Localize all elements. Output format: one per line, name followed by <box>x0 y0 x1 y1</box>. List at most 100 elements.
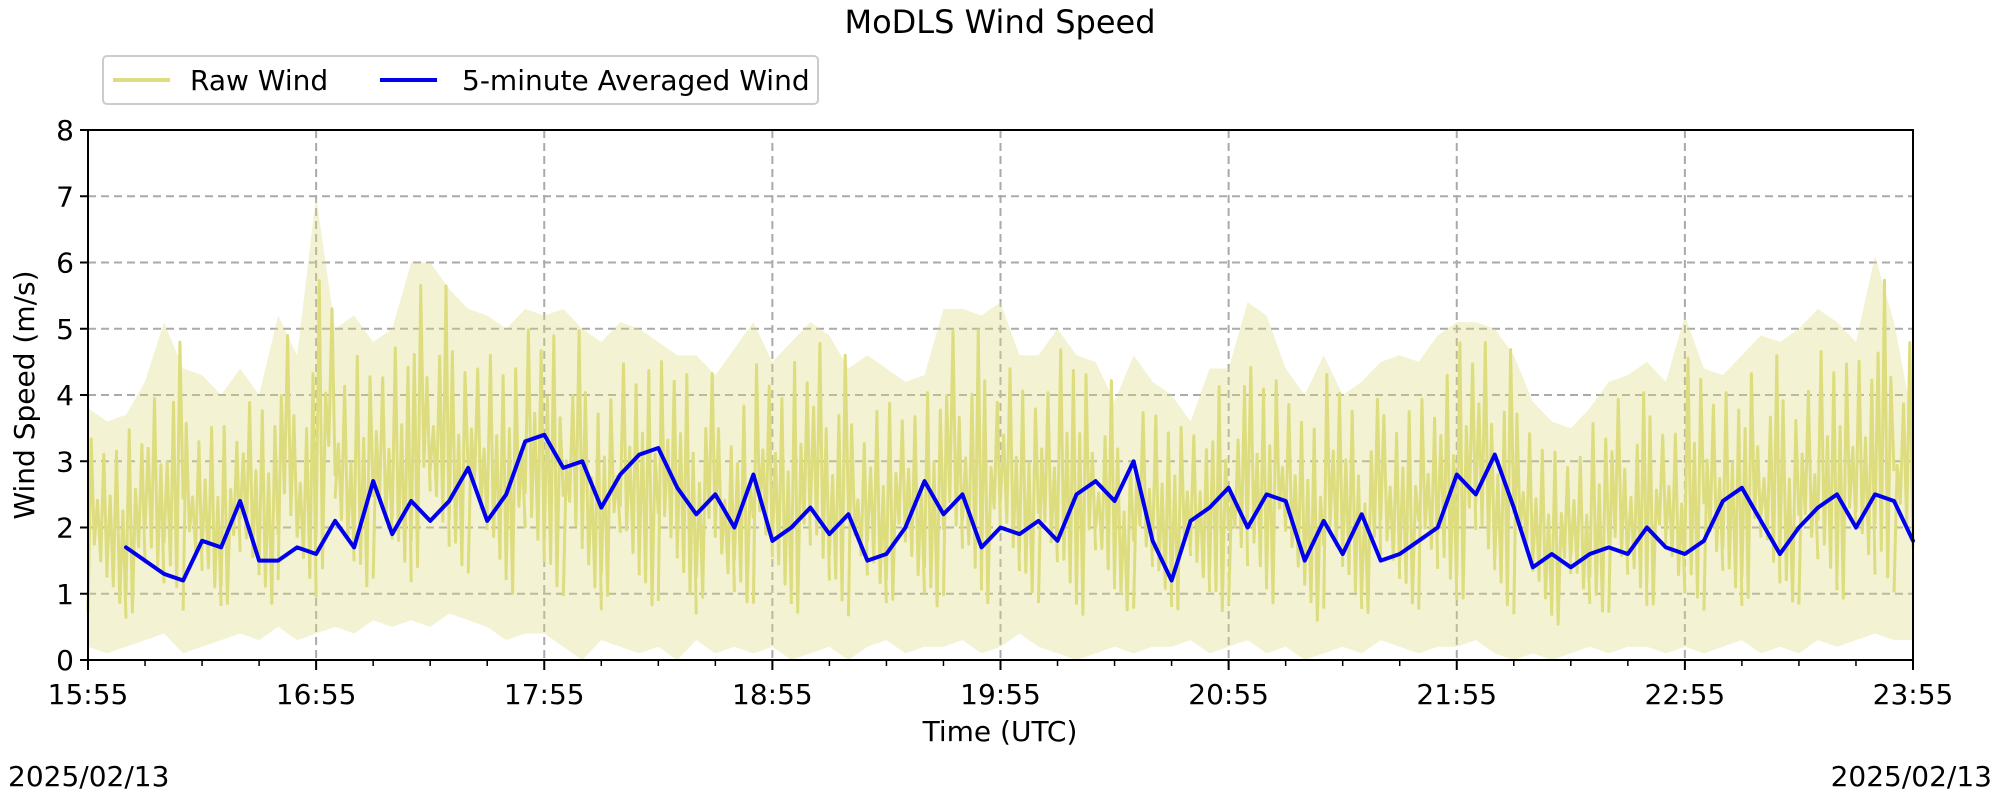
y-tick-label: 1 <box>56 578 74 611</box>
raw-wind-segment <box>1075 373 1098 616</box>
raw-wind-segment <box>352 354 375 588</box>
y-axis-label: Wind Speed (m/s) <box>8 270 41 519</box>
raw-wind-segment <box>1094 379 1117 590</box>
raw-wind-segment <box>124 428 147 614</box>
raw-wind-segment <box>1531 448 1554 616</box>
raw-wind-segment <box>1797 389 1820 605</box>
raw-wind-segment <box>390 346 413 583</box>
raw-wind-segment <box>884 401 907 601</box>
averaged-wind-series <box>124 432 1915 583</box>
raw-wind-segment <box>162 340 185 589</box>
raw-wind-segment <box>1512 412 1535 615</box>
raw-wind-segment <box>1379 414 1402 579</box>
raw-wind-segment <box>1037 391 1059 604</box>
raw-wind-segment <box>618 362 641 576</box>
raw-wind-segment <box>1455 341 1478 600</box>
raw-wind-segment <box>1189 434 1212 593</box>
raw-wind-segment <box>942 329 964 597</box>
raw-wind-segment <box>713 427 736 593</box>
raw-wind-segment <box>1626 391 1649 607</box>
raw-wind-segment <box>542 334 565 588</box>
x-tick-label: 20:55 <box>1188 678 1269 711</box>
legend-raw-wind-label: Raw Wind <box>190 64 328 97</box>
x-tick-label: 22:55 <box>1645 678 1726 711</box>
raw-wind-segment <box>1854 359 1877 575</box>
y-tick-label: 6 <box>56 247 74 280</box>
chart-title: MoDLS Wind Speed <box>844 3 1155 41</box>
legend-box <box>102 55 819 105</box>
raw-wind-segment <box>1398 410 1421 605</box>
x-tick-label: 15:55 <box>48 678 129 711</box>
x-tick-label: 18:55 <box>732 678 813 711</box>
raw-wind-segment <box>238 401 261 576</box>
raw-wind-segment <box>1322 372 1345 609</box>
raw-wind-segment <box>1151 414 1174 608</box>
raw-wind-segment <box>1664 432 1687 594</box>
raw-wind-segment <box>1607 397 1630 613</box>
raw-wind-segment <box>1170 425 1193 611</box>
x-tick-label: 19:55 <box>960 678 1041 711</box>
raw-wind-segment <box>1873 278 1896 579</box>
raw-wind-segment <box>1360 397 1383 615</box>
raw-wind-segment <box>694 372 717 599</box>
raw-wind-segment <box>181 421 204 611</box>
legend-averaged-wind-label: 5-minute Averaged Wind <box>462 64 810 97</box>
legend: Raw Wind 5-minute Averaged Wind <box>102 55 819 105</box>
raw-wind-segment <box>143 396 166 584</box>
y-tick-label: 0 <box>56 644 74 677</box>
y-tick-label: 4 <box>56 379 74 412</box>
x-tick-label: 21:55 <box>1416 678 1497 711</box>
raw-wind-segment <box>675 373 698 615</box>
raw-wind-segment <box>1265 379 1288 605</box>
raw-wind-segment <box>980 379 1002 605</box>
raw-wind-segment <box>1892 341 1915 593</box>
raw-wind-segment <box>637 369 660 607</box>
raw-wind-segment <box>447 350 470 567</box>
raw-wind-segment <box>1284 402 1307 586</box>
y-tick-label: 5 <box>56 313 74 346</box>
raw-wind-segment <box>1493 348 1516 607</box>
raw-wind-segment <box>1816 350 1839 591</box>
start-date-label: 2025/02/13 <box>8 760 169 793</box>
raw-wind-series <box>86 196 1915 661</box>
raw-wind-segment <box>770 397 793 605</box>
x-tick-label: 17:55 <box>504 678 585 711</box>
raw-wind-segment <box>808 341 831 581</box>
y-tick-label: 8 <box>56 114 74 147</box>
raw-wind-segment <box>105 449 128 619</box>
raw-wind-segment <box>961 328 983 591</box>
raw-wind-segment <box>751 363 774 604</box>
raw-wind-segment <box>1721 391 1744 607</box>
raw-wind-segment <box>656 360 679 602</box>
raw-wind-segment <box>1474 341 1497 571</box>
raw-wind-segment <box>1702 403 1725 611</box>
y-tick-label: 2 <box>56 512 74 545</box>
raw-wind-segment <box>1569 455 1592 604</box>
averaged-wind-line <box>124 432 1915 583</box>
raw-wind-segment <box>1056 348 1078 605</box>
raw-wind-segment <box>485 354 508 581</box>
raw-wind-segment <box>314 279 337 570</box>
raw-wind-segment <box>200 426 223 607</box>
raw-wind-segment <box>865 410 888 604</box>
x-axis-label: Time (UTC) <box>922 715 1078 748</box>
x-tick-label: 23:55 <box>1873 678 1954 711</box>
raw-wind-segment <box>409 284 432 569</box>
raw-wind-segment <box>1645 415 1668 606</box>
raw-wind-segment <box>1835 362 1858 600</box>
raw-wind-segment <box>1759 354 1782 584</box>
raw-wind-segment <box>1341 409 1364 610</box>
raw-wind-segment <box>1417 397 1440 610</box>
raw-wind-segment <box>86 437 109 612</box>
raw-wind-segment <box>1436 373 1459 601</box>
end-date-label: 2025/02/13 <box>1831 760 1992 793</box>
raw-wind-segment <box>1018 389 1040 594</box>
raw-wind-segment <box>257 409 280 605</box>
raw-wind-segment <box>428 284 451 547</box>
x-tick-label: 16:55 <box>276 678 357 711</box>
raw-wind-segment <box>789 360 812 614</box>
raw-wind-segment <box>923 391 945 608</box>
raw-wind-segment <box>333 384 356 562</box>
raw-wind-segment <box>561 329 584 597</box>
